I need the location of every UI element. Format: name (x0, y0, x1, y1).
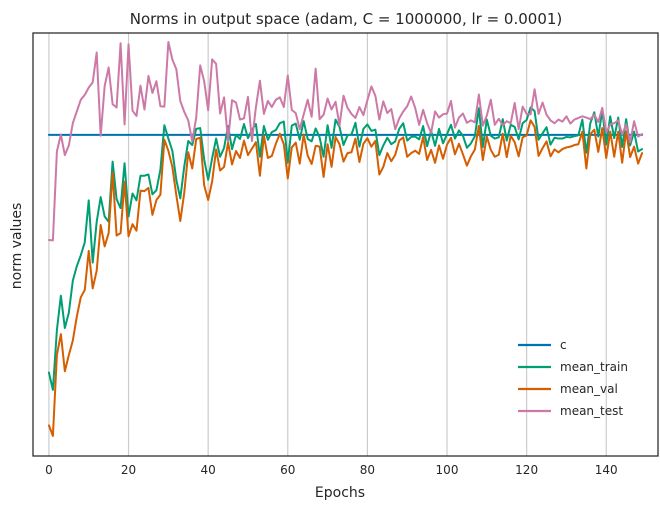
series-line-mean-test (47, 41, 644, 242)
series-line-mean-train (47, 106, 644, 391)
series-lines (47, 41, 644, 437)
legend-label-mean-test: mean_test (560, 404, 623, 418)
legend-label-mean-val: mean_val (560, 382, 618, 396)
x-tick-label-120: 120 (515, 463, 538, 477)
x-tick-label-0: 0 (45, 463, 53, 477)
x-tick-label-20: 20 (121, 463, 136, 477)
legend-label-c: c (560, 338, 567, 352)
series-line-mean-val (47, 119, 644, 437)
x-tick-label-100: 100 (436, 463, 459, 477)
x-axis-ticks: 0 20 40 60 80 100 120 140 (45, 463, 618, 477)
legend-label-mean-train: mean_train (560, 360, 628, 374)
x-axis-label: Epochs (315, 485, 365, 501)
x-tick-label-140: 140 (595, 463, 618, 477)
x-tick-label-40: 40 (201, 463, 216, 477)
x-tick-label-60: 60 (280, 463, 295, 477)
plot-frame (32, 32, 659, 457)
chart-title: Norms in output space (adam, C = 1000000… (130, 10, 563, 28)
y-axis-label: norm values (9, 203, 25, 290)
x-tick-label-80: 80 (360, 463, 375, 477)
legend: c mean_train mean_val mean_test (518, 338, 628, 418)
